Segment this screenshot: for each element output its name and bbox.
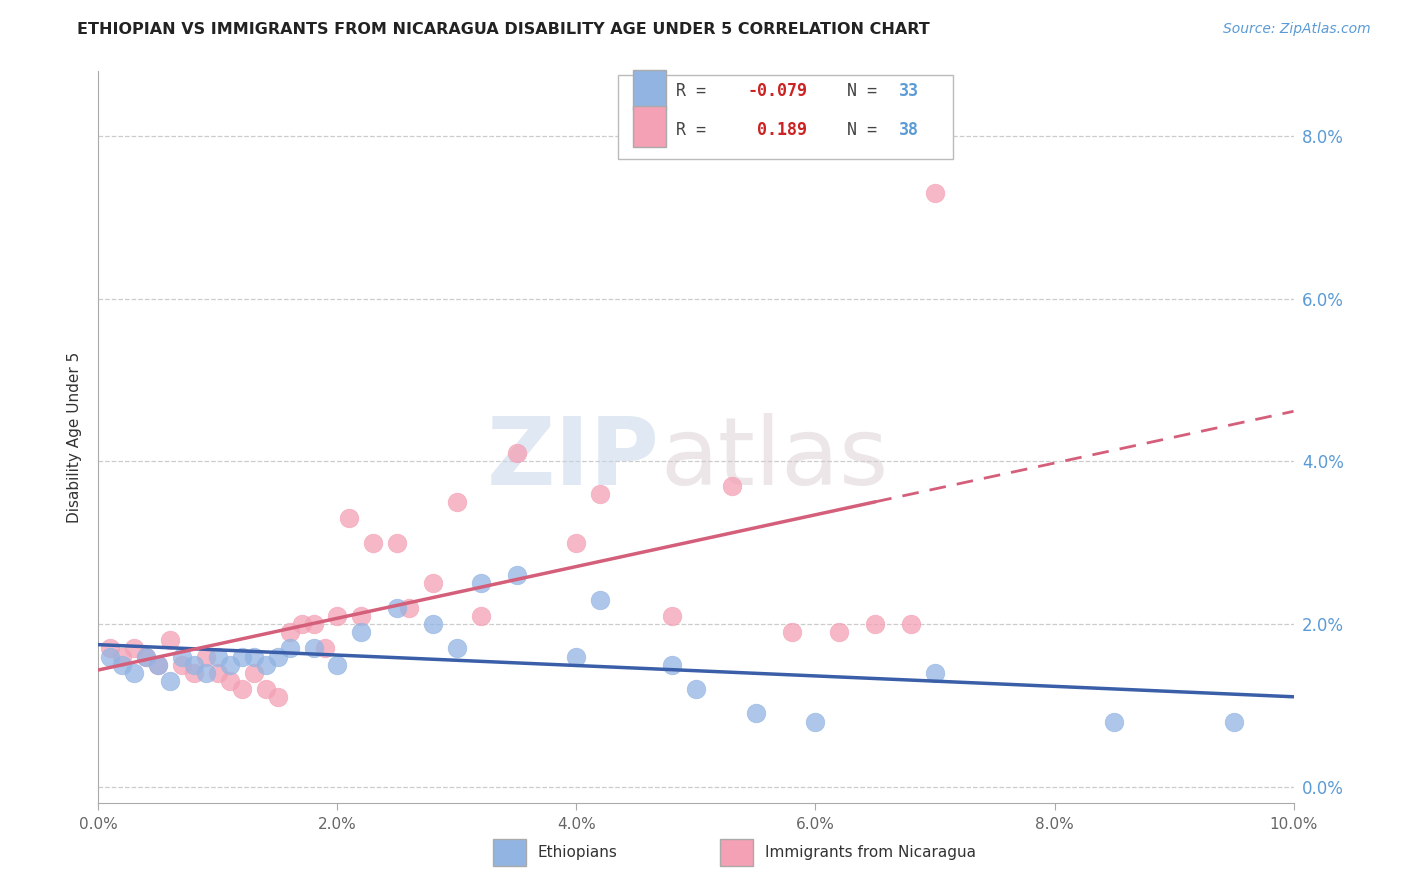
Point [661, 608, 683, 623]
Point [243, 649, 266, 664]
Point [267, 690, 290, 705]
Point [865, 617, 887, 632]
Text: N =: N = [827, 121, 887, 139]
Text: atlas: atlas [661, 413, 889, 505]
Point [207, 649, 229, 664]
Point [195, 649, 218, 664]
Point [1104, 714, 1126, 729]
Text: R =: R = [676, 82, 716, 100]
Text: Immigrants from Nicaragua: Immigrants from Nicaragua [765, 845, 976, 860]
Point [148, 657, 170, 672]
Point [565, 649, 588, 664]
Point [506, 446, 529, 460]
Point [172, 657, 194, 672]
Point [111, 649, 134, 664]
Point [721, 479, 744, 493]
Point [195, 665, 218, 680]
Point [135, 649, 157, 664]
Point [565, 535, 588, 549]
Point [98, 649, 122, 664]
Point [804, 714, 827, 729]
Point [315, 641, 337, 656]
Point [267, 649, 290, 664]
FancyBboxPatch shape [619, 75, 953, 159]
Point [350, 625, 373, 640]
Point [124, 665, 146, 680]
Point [661, 657, 683, 672]
Point [254, 657, 277, 672]
Point [326, 657, 349, 672]
Text: Ethiopians: Ethiopians [537, 845, 617, 860]
Text: 38: 38 [900, 121, 920, 139]
Text: N =: N = [827, 82, 887, 100]
Point [398, 600, 420, 615]
Point [183, 665, 205, 680]
Point [135, 649, 157, 664]
Point [231, 681, 253, 696]
Point [172, 649, 194, 664]
Point [422, 576, 444, 591]
Point [1223, 714, 1246, 729]
Point [124, 641, 146, 656]
Point [159, 673, 181, 688]
Text: ETHIOPIAN VS IMMIGRANTS FROM NICARAGUA DISABILITY AGE UNDER 5 CORRELATION CHART: ETHIOPIAN VS IMMIGRANTS FROM NICARAGUA D… [77, 22, 931, 37]
Point [219, 673, 242, 688]
Point [385, 600, 409, 615]
Point [159, 633, 181, 648]
Y-axis label: Disability Age Under 5: Disability Age Under 5 [67, 351, 83, 523]
Point [278, 641, 301, 656]
FancyBboxPatch shape [494, 838, 526, 866]
Point [924, 665, 946, 680]
Point [302, 641, 325, 656]
Point [589, 487, 612, 501]
Point [828, 625, 851, 640]
Point [219, 657, 242, 672]
Point [278, 625, 301, 640]
Point [900, 617, 922, 632]
Point [745, 706, 768, 721]
Point [207, 665, 229, 680]
Point [350, 608, 373, 623]
Point [326, 608, 349, 623]
FancyBboxPatch shape [720, 838, 754, 866]
Text: -0.079: -0.079 [748, 82, 807, 100]
Text: Source: ZipAtlas.com: Source: ZipAtlas.com [1223, 22, 1371, 37]
Point [291, 617, 314, 632]
Point [148, 657, 170, 672]
Point [339, 511, 361, 525]
FancyBboxPatch shape [633, 106, 666, 146]
Text: R =: R = [676, 121, 725, 139]
Point [446, 495, 468, 509]
Point [446, 641, 468, 656]
Point [470, 576, 492, 591]
Point [589, 592, 612, 607]
Point [98, 641, 122, 656]
Text: 0.189: 0.189 [748, 121, 807, 139]
Point [243, 665, 266, 680]
Point [422, 617, 444, 632]
Text: ZIP: ZIP [488, 413, 661, 505]
Point [183, 657, 205, 672]
Point [780, 625, 803, 640]
Point [111, 657, 134, 672]
Point [506, 568, 529, 582]
Text: 33: 33 [900, 82, 920, 100]
Point [470, 608, 492, 623]
Point [363, 535, 385, 549]
Point [231, 649, 253, 664]
Point [254, 681, 277, 696]
FancyBboxPatch shape [633, 70, 666, 110]
Point [924, 186, 946, 201]
Point [302, 617, 325, 632]
Point [685, 681, 707, 696]
Point [385, 535, 409, 549]
